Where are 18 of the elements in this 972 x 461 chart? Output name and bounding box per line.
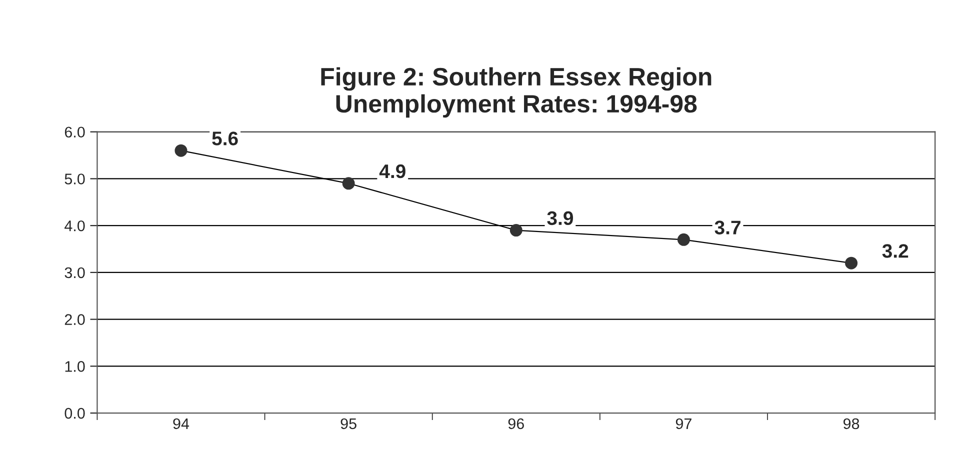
chart-title: Figure 2: Southern Essex Region Unemployment Rates: 1994-98 <box>321 67 712 118</box>
y-tick-label: 3.0 <box>64 267 85 278</box>
data-label: 3.2 <box>882 244 908 258</box>
y-tick-label: 5.0 <box>64 174 85 184</box>
x-tick-label: 98 <box>844 418 860 430</box>
y-tick-label: 2.0 <box>64 314 85 326</box>
x-tick-label: 94 <box>173 418 190 430</box>
x-tick-label: 97 <box>676 418 692 430</box>
data-label: 3.9 <box>547 211 573 226</box>
y-tick-label: 1.0 <box>65 361 85 372</box>
y-tick-label: 6.0 <box>64 126 85 138</box>
x-tick-label: 96 <box>508 418 524 430</box>
y-tick-label: 4.0 <box>64 220 85 232</box>
data-label: 5.6 <box>212 132 238 146</box>
data-label: 4.9 <box>379 164 406 178</box>
x-tick-label: 95 <box>340 418 356 430</box>
y-tick-label: 0.0 <box>64 408 85 419</box>
data-label: 3.7 <box>714 220 740 234</box>
